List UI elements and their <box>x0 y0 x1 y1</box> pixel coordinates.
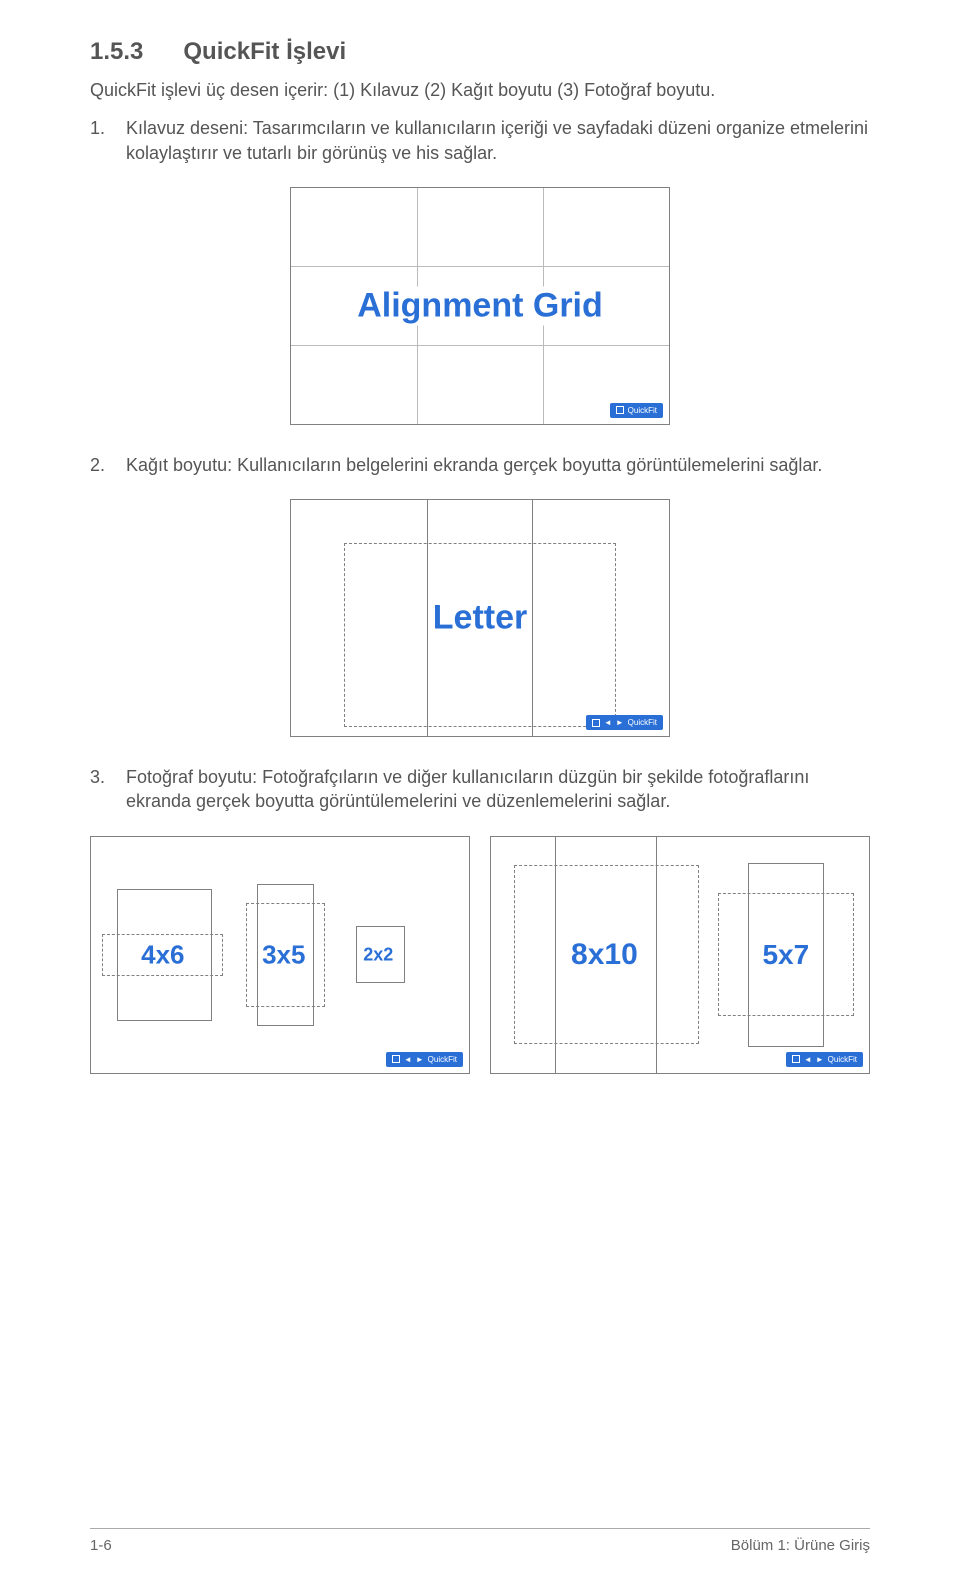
badge-square-icon <box>616 406 624 414</box>
badge-right-arrow-icon: ► <box>616 718 624 727</box>
list-item-1: 1. Kılavuz deseni: Tasarımcıların ve kul… <box>90 116 870 165</box>
intro-paragraph: QuickFit işlevi üç desen içerir: (1) Kıl… <box>90 78 870 102</box>
list-item-1-number: 1. <box>90 116 126 165</box>
badge-right-arrow-icon: ► <box>416 1055 424 1064</box>
letter-diagram: Letter ◄ ► QuickFit <box>90 499 870 737</box>
grid-horizontal-line <box>291 345 669 346</box>
footer-chapter-title: Bölüm 1: Ürüne Giriş <box>731 1537 870 1554</box>
section-heading: 1.5.3 QuickFit İşlevi <box>90 38 870 66</box>
list-item-3-number: 3. <box>90 765 126 814</box>
badge-left-arrow-icon: ◄ <box>804 1055 812 1064</box>
quickfit-badge: QuickFit <box>610 403 663 418</box>
letter-label: Letter <box>429 599 531 638</box>
photo-5x7-label: 5x7 <box>762 939 809 971</box>
alignment-grid-frame: Alignment Grid QuickFit <box>290 187 670 425</box>
photo-4x6-label: 4x6 <box>141 939 184 970</box>
quickfit-badge: ◄ ► QuickFit <box>586 715 663 730</box>
grid-horizontal-line <box>291 266 669 267</box>
badge-text: QuickFit <box>628 718 657 727</box>
badge-square-icon <box>792 1055 800 1063</box>
list-item-2: 2. Kağıt boyutu: Kullanıcıların belgeler… <box>90 453 870 477</box>
page-footer: 1-6 Bölüm 1: Ürüne Giriş <box>90 1528 870 1554</box>
section-title-text: QuickFit İşlevi <box>183 38 346 65</box>
photo-2x2-label: 2x2 <box>363 944 393 965</box>
badge-square-icon <box>392 1055 400 1063</box>
list-item-2-number: 2. <box>90 453 126 477</box>
badge-text: QuickFit <box>428 1055 457 1064</box>
page: 1.5.3 QuickFit İşlevi QuickFit işlevi üç … <box>0 0 960 1592</box>
alignment-grid-diagram: Alignment Grid QuickFit <box>90 187 870 425</box>
photo-8x10-label: 8x10 <box>571 938 638 972</box>
badge-right-arrow-icon: ► <box>816 1055 824 1064</box>
badge-text: QuickFit <box>628 406 657 415</box>
photo-3x5-label: 3x5 <box>262 939 305 970</box>
list-item-1-text: Kılavuz deseni: Tasarımcıların ve kullan… <box>126 116 870 165</box>
quickfit-badge: ◄ ► QuickFit <box>786 1052 863 1067</box>
list-item-3: 3. Fotoğraf boyutu: Fotoğrafçıların ve d… <box>90 765 870 814</box>
photo-large-frame: 8x10 5x7 ◄ ► QuickFit <box>490 836 870 1074</box>
list-item-3-text: Fotoğraf boyutu: Fotoğrafçıların ve diğe… <box>126 765 870 814</box>
list-item-2-text: Kağıt boyutu: Kullanıcıların belgelerini… <box>126 453 870 477</box>
footer-page-number: 1-6 <box>90 1537 112 1554</box>
section-number: 1.5.3 <box>90 38 143 66</box>
badge-left-arrow-icon: ◄ <box>404 1055 412 1064</box>
photo-size-diagrams: 4x6 3x5 2x2 ◄ ► QuickFit 8x10 5x7 <box>90 836 870 1074</box>
badge-text: QuickFit <box>828 1055 857 1064</box>
letter-frame: Letter ◄ ► QuickFit <box>290 499 670 737</box>
badge-left-arrow-icon: ◄ <box>604 718 612 727</box>
badge-square-icon <box>592 719 600 727</box>
alignment-grid-label: Alignment Grid <box>351 286 609 325</box>
photo-small-frame: 4x6 3x5 2x2 ◄ ► QuickFit <box>90 836 470 1074</box>
quickfit-badge: ◄ ► QuickFit <box>386 1052 463 1067</box>
